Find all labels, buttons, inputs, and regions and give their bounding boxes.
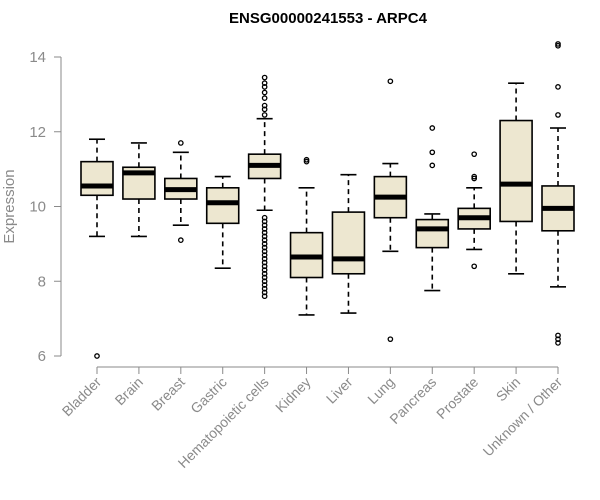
box-group [80,138,114,359]
x-tick-label: Skin [493,374,524,405]
x-tick-label: Lung [364,374,397,407]
outlier-point [471,151,478,158]
outlier-point [303,158,310,165]
outlier-point [261,106,268,113]
box-group [415,125,450,292]
y-tick-label: 12 [29,124,46,141]
box-group [247,74,282,300]
box-group [373,78,408,343]
outlier-point [555,340,561,346]
x-tick-label: Unknown / Other [480,374,566,460]
x-tick-label: Liver [323,374,356,407]
outlier-point [94,353,100,359]
outlier-point [471,263,478,270]
outlier-point [303,156,310,163]
y-tick-label: 14 [29,49,46,66]
y-tick-label: 10 [29,199,46,216]
outlier-point [261,259,268,266]
outlier-point [555,332,561,339]
outlier-point [261,84,268,90]
box-group [457,151,491,270]
box-group [541,41,575,346]
outlier-point [261,270,268,277]
outlier-point [261,267,268,273]
outlier-point [261,241,268,247]
box-group [289,156,324,316]
outlier-point [261,252,268,258]
outlier-point [261,263,268,270]
y-axis: 6 8 10 12 14 [29,49,62,365]
outlier-point [261,233,268,240]
outlier-point [555,41,561,47]
outlier-point [177,140,184,146]
outlier-point [429,149,436,156]
outlier-point [261,226,268,232]
outlier-point [261,95,268,101]
outlier-point [261,102,268,109]
x-tick-label: Brain [112,374,146,408]
outlier-point [471,173,478,180]
outlier-point [177,237,184,243]
iqr-box [415,218,450,249]
box-group [122,142,156,238]
outlier-point [261,218,268,225]
box-group [205,175,240,269]
outlier-point [261,282,268,288]
iqr-box [331,211,366,275]
box-group [499,82,533,275]
outlier-point [429,125,436,131]
x-tick-label: Breast [148,374,188,414]
outlier-point [261,248,268,255]
outlier-point [429,162,436,169]
outlier-point [261,222,268,229]
outlier-point [261,74,268,81]
outlier-point [261,274,268,281]
box-series [80,41,575,359]
outlier-point [261,255,268,262]
outlier-point [261,214,268,221]
x-tick-label: Prostate [433,374,481,422]
outlier-point [261,293,268,300]
outlier-point [261,289,268,296]
outlier-point [261,112,268,118]
outlier-point [555,112,561,118]
x-tick-label: Bladder [59,374,105,420]
outlier-point [261,89,268,96]
outlier-point [261,285,268,292]
iqr-box [80,160,114,197]
outlier-point [387,336,394,343]
x-tick-label: Pancreas [386,374,439,427]
box-group [331,173,366,314]
outlier-point [261,278,268,285]
box-group [164,140,198,243]
outlier-point [555,84,561,90]
outlier-point [555,42,561,49]
outlier-point [261,229,268,236]
outlier-point [261,244,268,251]
outlier-point [261,80,268,87]
iqr-box [499,119,533,223]
outlier-point [471,175,478,182]
y-axis-title: Expression [1,169,18,243]
outlier-point [261,237,268,243]
y-tick-label: 8 [38,273,46,290]
iqr-box [205,187,240,225]
chart-title: ENSG00000241553 - ARPC4 [229,10,428,27]
y-tick-label: 6 [38,348,46,365]
outlier-point [555,336,561,343]
outlier-point [387,78,394,85]
x-tick-label: Kidney [272,374,314,416]
